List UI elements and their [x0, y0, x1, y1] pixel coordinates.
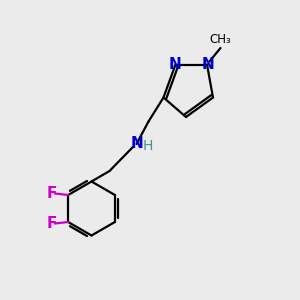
Text: H: H	[143, 140, 153, 153]
Text: F: F	[46, 186, 56, 201]
Text: F: F	[46, 216, 56, 231]
Text: N: N	[130, 136, 143, 152]
Text: N: N	[201, 57, 214, 72]
Text: N: N	[169, 57, 181, 72]
Text: CH₃: CH₃	[210, 33, 231, 46]
